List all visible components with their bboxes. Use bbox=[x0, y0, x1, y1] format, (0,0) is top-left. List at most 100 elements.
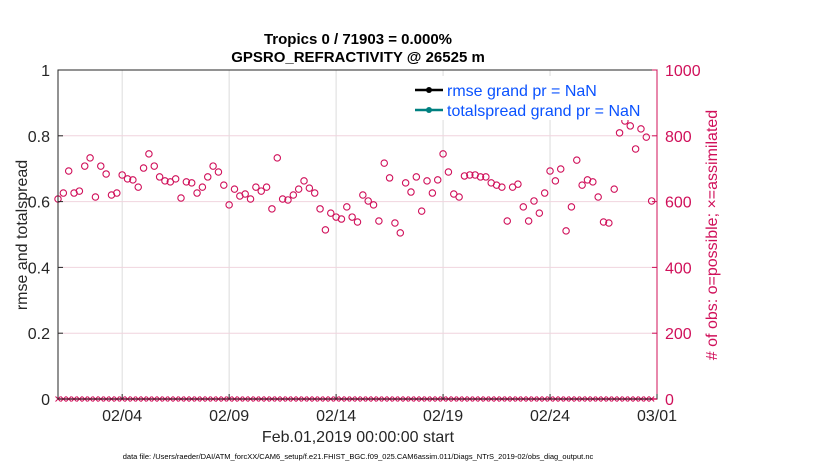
chart-title-line-2: GPSRO_REFRACTIVITY @ 26525 m bbox=[231, 49, 485, 66]
possible-obs-point bbox=[460, 172, 469, 180]
possible-obs-point bbox=[337, 215, 346, 223]
data-file-footer: data file: /Users/raeder/DAI/ATM_forcXX/… bbox=[123, 452, 594, 461]
possible-obs-point bbox=[573, 156, 581, 164]
legend-totalspread-label: totalspread grand pr = NaN bbox=[447, 103, 640, 120]
possible-obs-point bbox=[64, 167, 73, 175]
possible-obs-point bbox=[642, 133, 651, 141]
legend-totalspread-marker bbox=[426, 107, 432, 113]
possible-obs-point bbox=[610, 185, 618, 193]
possible-obs-point bbox=[353, 218, 362, 226]
possible-obs-point bbox=[385, 174, 394, 182]
possible-obs-point bbox=[220, 181, 228, 189]
possible-obs-point bbox=[187, 179, 196, 187]
possible-obs-point bbox=[476, 173, 485, 181]
possible-obs-point bbox=[246, 195, 255, 203]
possible-obs-point bbox=[155, 173, 164, 181]
legend-rmse-label: rmse grand pr = NaN bbox=[447, 83, 597, 100]
possible-obs-point bbox=[305, 184, 314, 192]
possible-obs-point bbox=[171, 175, 180, 183]
possible-obs-point bbox=[80, 162, 89, 170]
x-axis: 02/04 02/09 02/14 02/19 02/24 03/01 bbox=[102, 394, 677, 425]
possible-obs-point bbox=[407, 188, 415, 196]
possible-obs-point bbox=[230, 185, 239, 193]
left-y-tick-label: 0 bbox=[41, 392, 50, 409]
x-tick-label: 02/14 bbox=[316, 408, 356, 425]
possible-obs-point bbox=[589, 178, 597, 186]
left-y-tick-label: 0.6 bbox=[28, 195, 50, 212]
possible-obs-point bbox=[343, 203, 351, 211]
possible-obs-point bbox=[252, 183, 260, 191]
possible-obs-point bbox=[145, 150, 153, 158]
possible-obs-point bbox=[396, 229, 405, 237]
x-tick-label: 03/01 bbox=[637, 408, 677, 425]
possible-obs-point bbox=[412, 173, 421, 181]
left-y-axis: 0 0.2 0.4 0.6 0.8 1 bbox=[28, 63, 63, 409]
possible-obs-point bbox=[129, 176, 137, 184]
possible-obs-point bbox=[327, 209, 335, 217]
possible-obs-point bbox=[193, 189, 201, 197]
possible-obs-point bbox=[498, 183, 506, 191]
possible-obs-point bbox=[647, 197, 656, 205]
possible-obs-point bbox=[428, 189, 437, 197]
x-tick-label: 02/19 bbox=[423, 408, 463, 425]
right-y-tick-label: 200 bbox=[665, 326, 692, 343]
possible-obs-point bbox=[556, 165, 565, 173]
right-y-tick-label: 800 bbox=[665, 129, 692, 146]
possible-obs-point bbox=[204, 173, 212, 181]
possible-obs-point bbox=[268, 205, 276, 213]
possible-obs-point bbox=[546, 167, 554, 175]
possible-obs-point bbox=[482, 173, 490, 181]
possible-obs-point bbox=[578, 181, 586, 189]
legend-box bbox=[410, 76, 654, 120]
possible-obs-point bbox=[310, 189, 319, 197]
left-y-axis-label: rmse and totalspread bbox=[14, 160, 31, 310]
possible-obs-point bbox=[198, 183, 207, 191]
possible-obs-point bbox=[369, 201, 378, 209]
possible-obs-point bbox=[273, 154, 282, 162]
x-tick-label: 02/09 bbox=[209, 408, 249, 425]
possible-obs-point bbox=[182, 178, 191, 186]
right-y-axis: 0 200 400 600 800 1000 bbox=[652, 63, 701, 409]
possible-obs-point bbox=[59, 189, 68, 197]
possible-obs-point bbox=[241, 190, 249, 198]
possible-obs-point bbox=[75, 187, 84, 195]
chart-title-line-1: Tropics 0 / 71903 = 0.000% bbox=[264, 31, 452, 48]
possible-obs-point bbox=[262, 183, 271, 191]
possible-obs-point bbox=[123, 175, 132, 183]
possible-obs-point bbox=[439, 150, 447, 158]
possible-obs-point bbox=[225, 201, 233, 209]
possible-obs-point bbox=[540, 189, 549, 197]
possible-obs-point bbox=[401, 179, 410, 187]
possible-obs-point bbox=[364, 197, 372, 205]
possible-obs-point bbox=[551, 177, 560, 185]
possible-obs-point bbox=[631, 145, 640, 153]
possible-obs-point bbox=[321, 226, 330, 234]
possible-obs-point bbox=[214, 168, 223, 176]
right-y-axis-label: # of obs: o=possible; ×=assimilated bbox=[704, 110, 721, 360]
possible-obs-point bbox=[626, 122, 635, 130]
possible-obs-point bbox=[380, 159, 388, 167]
possible-obs-point bbox=[637, 125, 645, 133]
possible-obs-point bbox=[375, 217, 383, 225]
possible-obs-point bbox=[359, 191, 367, 199]
possible-obs-point bbox=[444, 168, 453, 176]
possible-obs-point bbox=[391, 219, 399, 227]
legend-rmse-marker bbox=[426, 87, 432, 93]
possible-obs-point bbox=[161, 177, 169, 185]
left-y-tick-label: 1 bbox=[41, 63, 50, 80]
right-y-tick-label: 1000 bbox=[665, 63, 701, 80]
x-tick-label: 02/24 bbox=[530, 408, 570, 425]
right-y-tick-label: 600 bbox=[665, 195, 692, 212]
left-y-tick-label: 0.8 bbox=[28, 129, 50, 146]
possible-obs-point bbox=[348, 213, 356, 221]
possible-obs-point bbox=[257, 187, 265, 195]
possible-obs-point bbox=[278, 195, 287, 203]
possible-obs-point bbox=[97, 162, 105, 170]
possible-obs-point bbox=[530, 197, 538, 205]
possible-obs-point bbox=[605, 219, 613, 227]
possible-obs-point bbox=[209, 162, 217, 170]
possible-obs-point bbox=[535, 209, 544, 217]
right-y-tick-label: 400 bbox=[665, 260, 692, 277]
possible-obs-point bbox=[294, 185, 303, 193]
possible-obs-point bbox=[102, 170, 110, 178]
